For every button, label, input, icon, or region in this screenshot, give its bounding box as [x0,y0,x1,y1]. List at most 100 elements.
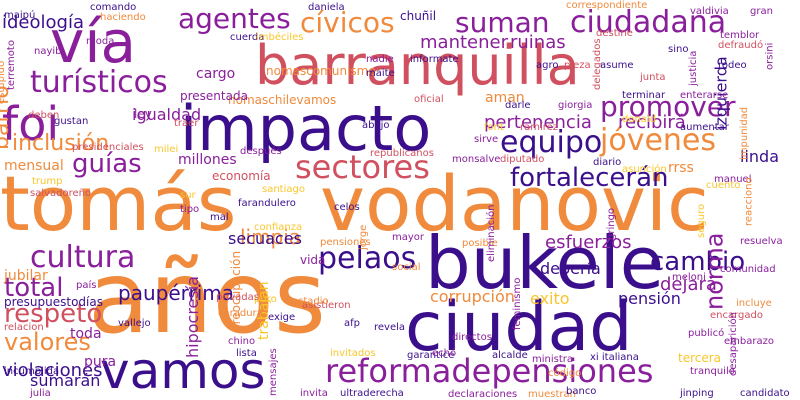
word-barranquilla: barranquilla [255,34,580,97]
word-nadie: nadie [366,54,394,65]
word-salvadoreno: salvadoreño [30,188,91,199]
word-estupido: estúpido [0,61,7,104]
word-cultura: cultura [30,240,135,275]
word-abajo: abajo [362,120,390,131]
word-moda: moda [86,36,114,47]
word-codigo: código [548,367,581,379]
word-diario: diario [593,157,621,168]
word-pension: pensión [618,289,681,308]
word-justicia: justicia [688,51,699,87]
word-diputado: diputado [500,154,544,165]
word-delegados: delegados [592,38,603,90]
word-equipo: equipo [500,125,602,160]
word-invita: invita [300,388,328,399]
word-incluye: incluye [736,298,772,309]
word-farandulero: farandulero [238,198,296,209]
word-sirve: sirve [474,134,498,145]
word-daniela: daniela [308,2,345,13]
word-pieza: pieza [564,60,591,71]
word-donald: donald [622,114,656,125]
word-garantice: garantice [407,350,454,361]
word-deben: deben [28,110,59,121]
word-declaraciones: declaraciones [448,389,517,400]
word-respeto: respeto [4,299,102,329]
word-gran: gran [750,6,773,17]
word-tercera: tercera [678,351,721,365]
word-guias: guías [72,149,142,179]
word-vodanovic: vodanovic [320,159,709,248]
word-comunidad: comunidad [720,264,776,275]
word-enterarse: enterarse [680,90,728,101]
word-cambio: cambio [650,247,745,277]
word-cuerda: cuerda [230,32,264,43]
word-eliminacion: eliminación [485,205,497,262]
word-ciudadana: ciudadana [570,5,726,40]
word-asume: asume [600,60,634,71]
word-junta: junta [639,72,666,83]
word-dejara: dejará [660,274,717,295]
word-esfuerzos: esfuerzos [545,232,632,253]
word-pelaos: pelaos [318,241,416,276]
word-aumentar: aumentar [680,122,730,133]
word-xi-italiana: xi italiana [590,352,639,363]
word-corrupcion: corrupción [430,287,515,306]
word-revela: revela [374,322,405,333]
word-ideologia: ideología [2,12,84,33]
word-orsini: orsini [765,43,776,70]
word-jovenes: jóvenes [599,123,716,158]
word-exige: exige [268,312,295,323]
word-tomas: tomás [0,159,237,248]
word-igualdad: igualdad [132,105,201,124]
word-santiago: santiago [262,184,305,195]
word-ciudad: ciudad [405,288,632,367]
word-cargo: cargo [196,66,235,82]
word-jinping: jinping [679,388,714,399]
word-pensiones: pensiones [320,237,371,248]
word-sur: sur [180,190,197,201]
word-alcalde: alcalde [492,350,528,361]
word-privadas: privadas [216,292,259,303]
word-limpia: limpia [240,225,301,249]
word-julia: julia [29,388,51,399]
word-reacciono: reacciono [743,177,754,226]
word-font: font [484,122,504,133]
word-mantener: mantener [420,32,509,53]
word-turisticos: turísticos [30,65,168,100]
word-maipu: maipú [4,9,35,21]
word-valdivia: valdivia [690,6,729,17]
word-terremoto: terremoto [6,40,17,90]
word-total: total [4,273,63,303]
word-jorge: jorge [358,225,369,251]
word-maite: maite [366,68,395,79]
word-nayib: nayib [34,46,62,57]
word-trump: trump [32,176,62,187]
word-desaparicion: desaparición [727,312,739,376]
word-fortaleceran: fortalecerán [510,163,669,193]
word-asistieron: asistieron [302,300,351,311]
word-ruinas: ruinas [510,32,566,53]
word-presupuestodias: presupuestodías [4,295,103,309]
word-rrss: rrss [668,160,694,176]
word-mensajes: mensajes [268,348,279,396]
word-traer: traer [174,118,199,129]
word-deberia: debería [540,259,601,278]
word-nomaschilevamos: nomaschilevamos [228,93,336,107]
word-milei: milei [154,144,178,155]
word-directos: directos [452,332,492,343]
word-estadio: estadio [292,296,329,307]
word-oficial: oficial [414,94,444,105]
word-via: vía [50,8,136,76]
word-defraudo: defraudó [718,39,763,51]
word-violaciones: violaciones [2,360,102,381]
word-vamos: vamos [100,342,266,400]
word-asuncion: asunción [622,163,667,175]
word-aman: aman [485,90,525,106]
word-invitados: invitados [330,348,376,359]
word-toda: toda [70,326,102,342]
word-informate: informate [410,54,459,65]
word-millones: millones [178,152,237,168]
word-candidato: candidato [740,388,790,399]
word-destine: destine [596,28,633,39]
word-sectores: sectores [295,148,430,186]
